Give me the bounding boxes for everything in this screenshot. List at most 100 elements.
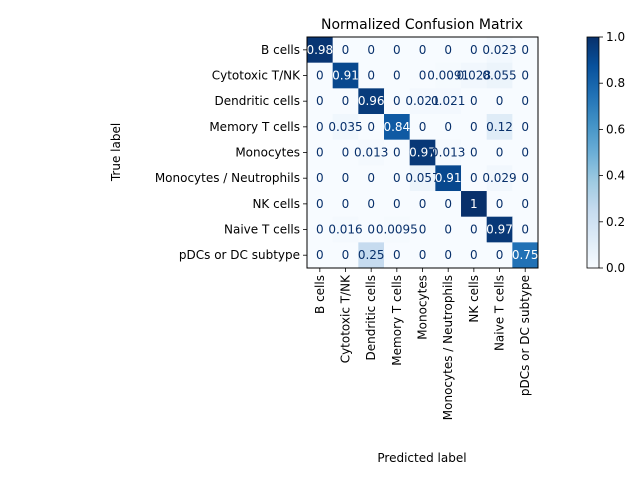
cell-value-label: 0 — [316, 223, 324, 237]
heatmap-cell — [358, 242, 385, 269]
heatmap-cell — [358, 62, 385, 89]
cell-value-label: 0 — [316, 171, 324, 185]
heatmap-cell — [435, 139, 462, 166]
cell-value-label: 0 — [521, 94, 529, 108]
heatmap-cell — [358, 88, 385, 115]
colorbar-tick-label: 0.0 — [606, 261, 625, 275]
heatmap-cell — [307, 216, 334, 243]
y-tick-label: Dendritic cells — [215, 94, 300, 108]
heatmap-cell — [409, 242, 436, 269]
heatmap-cell — [332, 88, 359, 115]
cell-value-label: 0.0095 — [376, 223, 418, 237]
cell-value-label: 0 — [521, 197, 529, 211]
cell-value-label: 0 — [521, 43, 529, 57]
heatmap-cell — [512, 242, 539, 269]
cell-value-label: 0.12 — [486, 120, 513, 134]
cell-value-label: 0 — [316, 120, 324, 134]
heatmap-cell — [384, 62, 411, 89]
heatmap-cell — [307, 242, 334, 269]
heatmap-cell — [486, 216, 513, 243]
cell-value-label: 0.98 — [306, 43, 333, 57]
cell-value-label: 0.013 — [431, 146, 465, 160]
heatmap-cell — [486, 139, 513, 166]
heatmap-cell — [409, 37, 436, 64]
heatmap-cell — [486, 114, 513, 141]
heatmap-cell — [358, 114, 385, 141]
cell-value-label: 0 — [470, 146, 478, 160]
heatmap-cell — [461, 216, 488, 243]
heatmap-cell — [332, 37, 359, 64]
cell-value-label: 0 — [393, 94, 401, 108]
y-axis-label: True label — [109, 123, 123, 182]
cell-value-label: 0.91 — [435, 171, 462, 185]
cell-value-label: 0 — [444, 120, 452, 134]
heatmap-cell — [384, 165, 411, 192]
colorbar-tick-label: 1.0 — [606, 30, 625, 44]
heatmap-cell — [486, 242, 513, 269]
heatmap-cell — [512, 139, 539, 166]
cell-value-label: 1 — [470, 197, 478, 211]
heatmap-cell — [512, 62, 539, 89]
cell-value-label: 0 — [419, 248, 427, 262]
heatmap-cell — [486, 37, 513, 64]
heatmap-cell — [435, 242, 462, 269]
heatmap-cell — [409, 139, 436, 166]
cell-value-label: 0.75 — [512, 248, 539, 262]
x-tick-label: Monocytes / Neutrophils — [441, 275, 455, 420]
cell-value-label: 0.25 — [358, 248, 385, 262]
cell-value-label: 0 — [496, 146, 504, 160]
heatmap-cell — [332, 216, 359, 243]
heatmap-cell — [512, 114, 539, 141]
cell-value-label: 0 — [342, 146, 350, 160]
y-axis-ticks: B cells Cytotoxic T/NK Dendritic cells Memo… — [155, 43, 307, 262]
heatmap-cell — [307, 88, 334, 115]
y-tick-label: pDCs or DC subtype — [179, 248, 300, 262]
heatmap-cell — [384, 216, 411, 243]
cell-value-label: 0 — [367, 197, 375, 211]
cell-value-label: 0 — [521, 120, 529, 134]
y-tick-label: B cells — [261, 43, 300, 57]
heatmap-cell — [332, 62, 359, 89]
x-tick-label: Naive T cells — [493, 275, 507, 351]
heatmap-cell — [384, 88, 411, 115]
heatmap-cell — [307, 37, 334, 64]
cell-value-label: 0 — [316, 146, 324, 160]
colorbar-tick-label: 0.8 — [606, 76, 625, 90]
cell-value-label: 0 — [393, 146, 401, 160]
heatmap-cell — [486, 62, 513, 89]
y-tick-label: Memory T cells — [209, 120, 300, 134]
x-axis-label: Predicted label — [377, 451, 466, 465]
cell-value-label: 0 — [470, 43, 478, 57]
cell-value-label: 0 — [316, 94, 324, 108]
cell-value-label: 0 — [419, 197, 427, 211]
heatmap-cell-labels: 0.98 0 0 0 0 0 0 0.023 00 0.91 0 0 0 0.00910.0280.055… — [306, 43, 538, 262]
chart-title: Normalized Confusion Matrix — [321, 17, 523, 33]
cell-value-label: 0 — [444, 248, 452, 262]
heatmap-cell — [409, 216, 436, 243]
heatmap-cell — [435, 191, 462, 218]
x-axis-ticks: B cells Cytotoxic T/NK Dendritic cells Memo… — [313, 268, 532, 420]
heatmap-cell — [384, 114, 411, 141]
heatmap-cell — [332, 191, 359, 218]
heatmap-cell — [461, 114, 488, 141]
heatmap-cell — [409, 165, 436, 192]
heatmap-cell — [307, 165, 334, 192]
cell-value-label: 0 — [419, 43, 427, 57]
heatmap-cell — [512, 165, 539, 192]
cell-value-label: 0 — [419, 223, 427, 237]
cell-value-label: 0 — [470, 223, 478, 237]
heatmap-cell — [486, 88, 513, 115]
heatmap-cell — [332, 165, 359, 192]
heatmap-cell — [332, 114, 359, 141]
heatmap-cell — [512, 216, 539, 243]
heatmap-cell — [409, 114, 436, 141]
heatmap-cell — [486, 165, 513, 192]
y-tick-label: NK cells — [252, 197, 300, 211]
cell-value-label: 0 — [521, 223, 529, 237]
colorbar-ticks: 0.0 0.2 0.4 0.6 0.8 1.0 — [599, 30, 625, 275]
cell-value-label: 0.013 — [354, 146, 388, 160]
cell-value-label: 0 — [367, 43, 375, 57]
heatmap-cell — [461, 191, 488, 218]
cell-value-label: 0.91 — [332, 69, 359, 83]
heatmap-cell — [307, 139, 334, 166]
